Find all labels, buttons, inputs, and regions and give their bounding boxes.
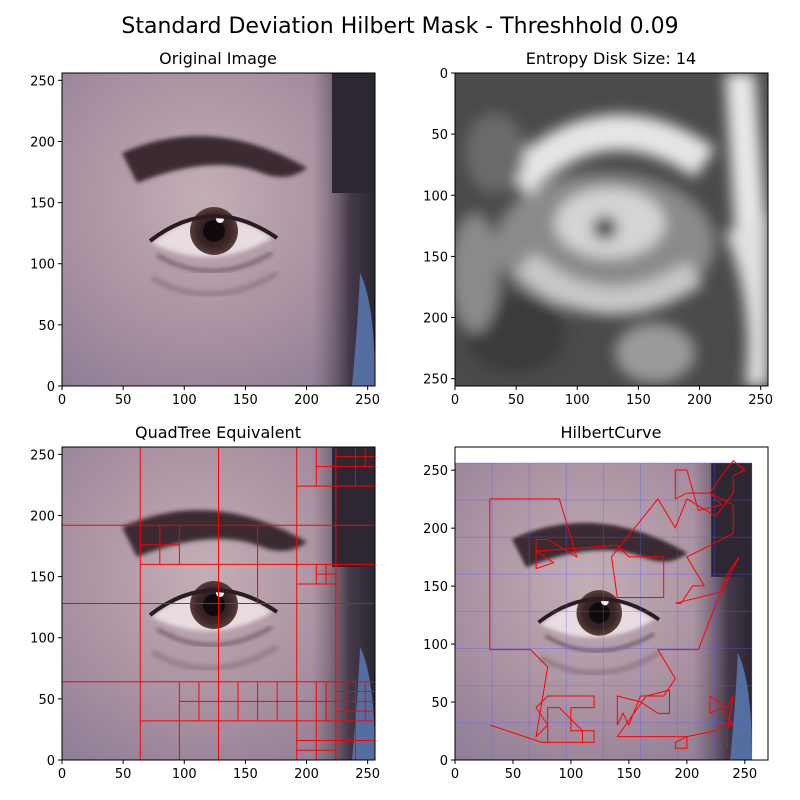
y-tick-label: 100 <box>30 632 55 647</box>
figure-title: Standard Deviation Hilbert Mask - Thresh… <box>121 14 678 39</box>
y-tick-label: 250 <box>30 74 55 89</box>
y-tick-label: 250 <box>423 373 448 388</box>
x-tick-label: 150 <box>616 767 641 782</box>
x-tick-label: 100 <box>559 767 584 782</box>
x-tick-label: 250 <box>355 767 380 782</box>
y-tick-label: 150 <box>423 580 448 595</box>
x-tick-label: 50 <box>508 393 525 408</box>
y-tick-label: 150 <box>423 250 448 265</box>
panel-quadtree <box>61 446 376 761</box>
x-tick-label: 150 <box>626 393 651 408</box>
y-tick-label: 200 <box>30 509 55 524</box>
y-tick-label: 100 <box>423 189 448 204</box>
panel-original-image <box>61 72 376 387</box>
y-tick-label: 0 <box>47 380 55 395</box>
panel-title-quadtree: QuadTree Equivalent <box>135 423 301 442</box>
x-tick-label: 0 <box>451 767 459 782</box>
hilbert-grid <box>455 462 753 760</box>
y-tick-label: 50 <box>431 128 448 143</box>
panel-entropy <box>454 72 769 387</box>
x-tick-label: 100 <box>565 393 590 408</box>
x-tick-label: 0 <box>58 767 66 782</box>
y-tick-label: 100 <box>30 258 55 273</box>
x-tick-label: 250 <box>355 393 380 408</box>
x-tick-label: 0 <box>451 393 459 408</box>
y-tick-label: 50 <box>38 693 55 708</box>
y-tick-label: 200 <box>30 135 55 150</box>
hilbert-curve <box>489 459 746 749</box>
x-tick-label: 100 <box>172 767 197 782</box>
x-tick-label: 100 <box>172 393 197 408</box>
x-tick-label: 250 <box>732 767 757 782</box>
quadtree-image <box>62 447 375 760</box>
panel-title-hilbert: HilbertCurve <box>561 423 662 442</box>
panel-hilbert <box>454 446 769 761</box>
x-tick-label: 250 <box>748 393 773 408</box>
y-tick-label: 0 <box>440 754 448 769</box>
x-tick-label: 50 <box>505 767 522 782</box>
x-tick-label: 200 <box>687 393 712 408</box>
x-tick-label: 50 <box>115 767 132 782</box>
y-tick-label: 0 <box>440 67 448 82</box>
x-tick-label: 150 <box>233 767 258 782</box>
original-image <box>62 73 375 386</box>
y-tick-label: 50 <box>38 319 55 334</box>
y-tick-label: 150 <box>30 571 55 586</box>
x-tick-label: 200 <box>294 767 319 782</box>
y-tick-label: 200 <box>423 312 448 327</box>
x-tick-label: 0 <box>58 393 66 408</box>
y-tick-label: 150 <box>30 197 55 212</box>
hilbert-image <box>455 459 753 760</box>
entropy-image <box>455 73 768 386</box>
panel-title-original: Original Image <box>159 49 277 68</box>
x-tick-label: 150 <box>233 393 258 408</box>
y-tick-label: 100 <box>423 638 448 653</box>
quadtree-lines <box>62 447 375 760</box>
y-tick-label: 200 <box>423 522 448 537</box>
y-tick-label: 0 <box>47 754 55 769</box>
x-tick-label: 200 <box>294 393 319 408</box>
y-tick-label: 250 <box>30 448 55 463</box>
panel-title-entropy: Entropy Disk Size: 14 <box>526 49 696 68</box>
x-tick-label: 50 <box>115 393 132 408</box>
x-tick-label: 200 <box>674 767 699 782</box>
y-tick-label: 50 <box>431 696 448 711</box>
y-tick-label: 250 <box>423 464 448 479</box>
